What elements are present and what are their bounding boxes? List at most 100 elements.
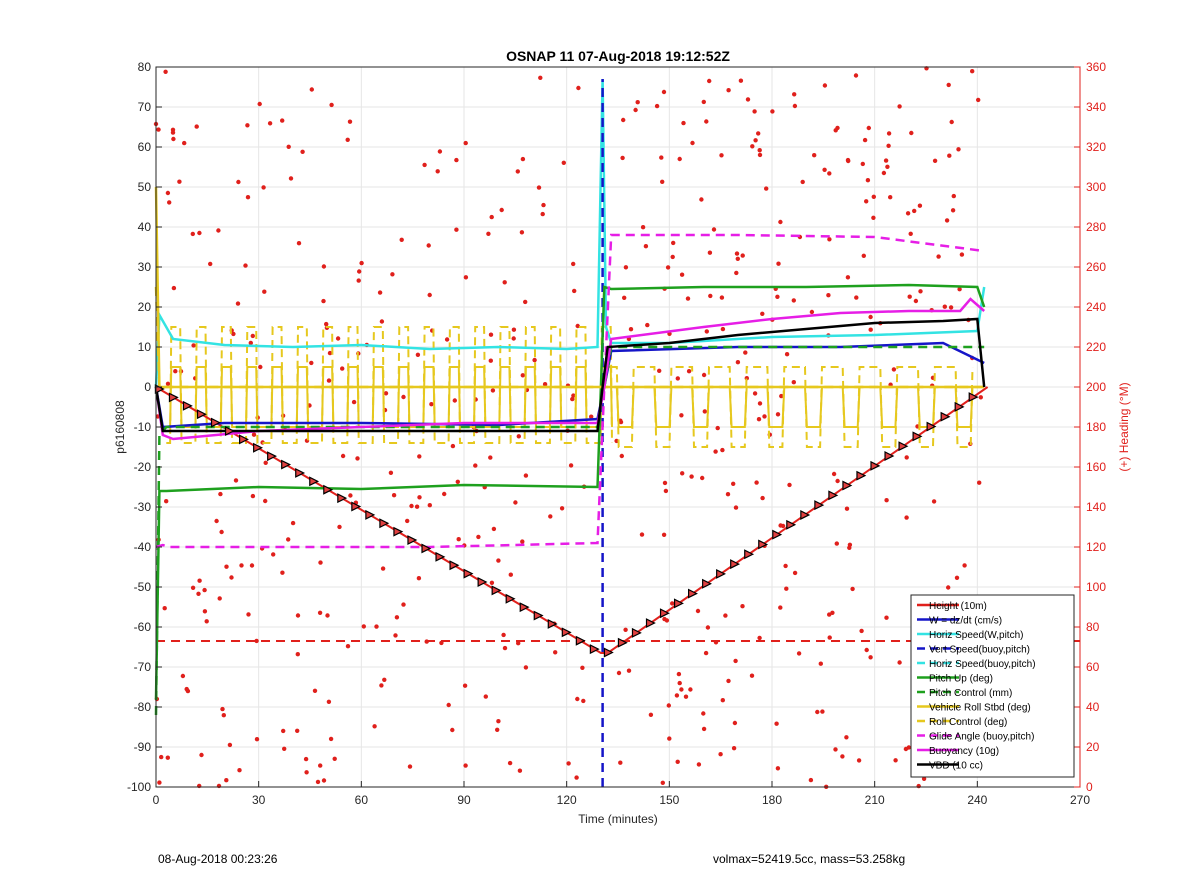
heading-point bbox=[752, 391, 758, 396]
left-tick-label: 20 bbox=[138, 300, 152, 314]
heading-point bbox=[488, 332, 494, 337]
heading-point bbox=[361, 624, 366, 629]
heading-point bbox=[507, 760, 513, 766]
legend-label: Pitch Control (mm) bbox=[929, 688, 1012, 699]
footer-vehicle-stats: volmax=52419.5cc, mass=53.258kg bbox=[713, 852, 906, 866]
heading-point bbox=[707, 250, 713, 255]
heading-point bbox=[661, 89, 667, 95]
heading-point bbox=[571, 393, 576, 398]
right-axis-label: (+) Heading (°M) bbox=[1117, 382, 1131, 471]
heading-point bbox=[254, 737, 260, 742]
heading-point bbox=[456, 537, 461, 542]
heading-point bbox=[437, 149, 443, 154]
series-line-roll-wave bbox=[166, 366, 613, 428]
heading-point bbox=[835, 478, 840, 484]
heading-point bbox=[701, 726, 707, 732]
heading-point bbox=[775, 766, 781, 771]
heading-point bbox=[659, 155, 664, 160]
heading-point bbox=[409, 503, 414, 509]
height-marker bbox=[814, 500, 825, 511]
heading-point bbox=[733, 505, 739, 510]
heading-point bbox=[199, 752, 204, 758]
heading-point bbox=[954, 575, 960, 580]
heading-point bbox=[733, 658, 738, 664]
heading-point bbox=[227, 742, 233, 748]
series-line-6 bbox=[154, 345, 985, 716]
heading-point bbox=[194, 124, 199, 129]
heading-point bbox=[621, 117, 626, 123]
heading-point bbox=[757, 635, 762, 641]
heading-point bbox=[787, 482, 792, 488]
height-marker bbox=[393, 526, 404, 537]
heading-point bbox=[286, 144, 291, 149]
heading-point bbox=[670, 254, 675, 260]
heading-point bbox=[417, 454, 422, 459]
heading-point bbox=[321, 264, 327, 269]
heading-point bbox=[309, 360, 314, 366]
series-line-roll-control-wave bbox=[611, 366, 974, 448]
heading-point bbox=[165, 381, 171, 386]
x-tick-label: 180 bbox=[762, 793, 782, 807]
heading-point bbox=[327, 350, 333, 356]
x-tick-label: 90 bbox=[457, 793, 471, 807]
heading-point bbox=[165, 190, 171, 196]
heading-point bbox=[575, 696, 580, 702]
heading-point bbox=[415, 352, 421, 357]
heading-point bbox=[809, 309, 815, 315]
heading-point bbox=[683, 694, 689, 699]
heading-point bbox=[918, 289, 923, 294]
heading-point bbox=[778, 219, 783, 225]
heading-point bbox=[957, 287, 962, 292]
heading-point bbox=[860, 161, 865, 167]
heading-point bbox=[561, 160, 566, 165]
heading-point bbox=[734, 270, 739, 276]
heading-point bbox=[674, 693, 680, 698]
heading-point bbox=[450, 727, 455, 733]
height-marker bbox=[744, 549, 755, 560]
heading-point bbox=[699, 197, 704, 202]
heading-point bbox=[357, 269, 362, 274]
heading-point bbox=[903, 746, 909, 752]
heading-point bbox=[844, 506, 850, 511]
height-marker bbox=[337, 493, 348, 504]
heading-point bbox=[245, 123, 250, 128]
height-marker bbox=[210, 417, 221, 428]
heading-point bbox=[340, 366, 345, 371]
heading-point bbox=[473, 463, 478, 468]
heading-point bbox=[249, 563, 255, 568]
heading-point bbox=[775, 294, 780, 299]
legend-label: Pitch Up (deg) bbox=[929, 674, 993, 685]
heading-point bbox=[905, 211, 911, 216]
heading-point bbox=[197, 230, 202, 236]
heading-point bbox=[257, 101, 262, 107]
height-marker bbox=[547, 618, 558, 629]
heading-point bbox=[390, 272, 395, 277]
heading-point bbox=[827, 237, 832, 242]
heading-point bbox=[745, 97, 751, 102]
heading-point bbox=[446, 702, 451, 708]
heading-point bbox=[321, 778, 327, 783]
heading-point bbox=[328, 736, 334, 742]
heading-point bbox=[496, 719, 501, 724]
heading-point bbox=[618, 760, 623, 765]
heading-point bbox=[633, 107, 638, 113]
heading-point bbox=[489, 214, 494, 220]
heading-point bbox=[619, 453, 624, 459]
heading-point bbox=[620, 155, 625, 161]
left-axis-label: p6160808 bbox=[113, 400, 127, 454]
heading-point bbox=[382, 677, 387, 682]
heading-point bbox=[589, 414, 594, 419]
heading-point bbox=[271, 552, 276, 557]
legend-label: W = dz/dt (cm/s) bbox=[929, 616, 1002, 627]
heading-point bbox=[422, 162, 427, 168]
left-tick-label: -20 bbox=[134, 460, 152, 474]
heading-point bbox=[854, 295, 859, 300]
heading-point bbox=[720, 326, 726, 332]
heading-point bbox=[661, 532, 667, 537]
heading-point bbox=[868, 655, 873, 660]
heading-point bbox=[435, 169, 440, 174]
heading-point bbox=[868, 327, 873, 332]
heading-point bbox=[743, 350, 748, 355]
height-marker bbox=[519, 602, 530, 613]
